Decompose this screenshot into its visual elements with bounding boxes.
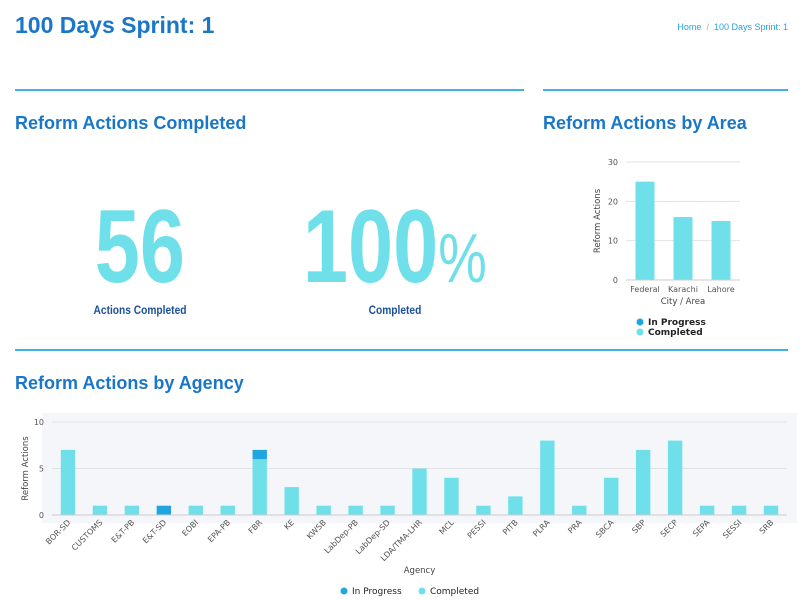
- bar-completed: [252, 459, 267, 515]
- breadcrumb: Home / 100 Days Sprint: 1: [677, 22, 788, 32]
- bar-completed: [444, 477, 459, 515]
- bar-completed: [188, 505, 203, 515]
- breadcrumb-home-link[interactable]: Home: [677, 22, 702, 32]
- x-axis-title: Agency: [404, 566, 436, 576]
- y-tick-label: 5: [39, 465, 44, 474]
- bar-completed: [316, 505, 331, 515]
- bar-completed: [699, 505, 715, 515]
- legend-marker-completed: [418, 587, 426, 595]
- stat-percent-completed: 100% Completed: [270, 195, 520, 317]
- bar-completed: [412, 468, 427, 515]
- bar-completed: [220, 505, 235, 515]
- section-title-completed: Reform Actions Completed: [15, 113, 247, 133]
- y-tick-label: 0: [39, 511, 44, 520]
- legend-label-in-progress: In Progress: [352, 587, 402, 597]
- divider-agency: [15, 349, 788, 351]
- breadcrumb-current-link[interactable]: 100 Days Sprint: 1: [713, 22, 788, 32]
- bar-completed: [731, 505, 747, 515]
- bar-completed: [636, 449, 651, 515]
- percent-completed-number: 100: [303, 189, 439, 305]
- bar-completed: [124, 505, 140, 515]
- bar-completed: [348, 505, 363, 515]
- bar-completed: [92, 505, 108, 515]
- legend-marker-in-progress: [340, 587, 348, 595]
- actions-completed-number: 56: [94, 189, 186, 305]
- bar-completed: [540, 440, 555, 515]
- bar-completed: [635, 181, 655, 280]
- bar-completed: [763, 505, 779, 515]
- legend-label-in-progress: In Progress: [648, 318, 706, 328]
- y-axis-title: Reform Actions: [593, 188, 603, 253]
- x-tick-label: CUSTOMS: [70, 518, 104, 552]
- bar-completed: [476, 505, 491, 515]
- bar-completed: [284, 487, 299, 515]
- bar-completed: [673, 217, 693, 280]
- y-axis-title: Reform Actions: [21, 436, 31, 501]
- legend-label-completed: Completed: [648, 328, 703, 338]
- y-tick-label: 30: [608, 158, 618, 167]
- percent-sign: %: [438, 219, 487, 297]
- section-title-agency: Reform Actions by Agency: [15, 373, 244, 393]
- bar-in-progress: [156, 505, 172, 515]
- bar-completed: [572, 505, 587, 515]
- legend-label-completed: Completed: [430, 587, 479, 597]
- legend-marker-in-progress: [636, 318, 644, 326]
- page-title: 100 Days Sprint: 1: [15, 12, 215, 38]
- x-tick-label: Lahore: [707, 285, 734, 294]
- x-axis-title: City / Area: [661, 297, 706, 307]
- bar-completed: [60, 449, 76, 515]
- bar-completed: [380, 505, 395, 515]
- y-tick-label: 20: [608, 197, 618, 206]
- bar-completed: [711, 221, 731, 280]
- x-tick-label: Federal: [630, 285, 660, 294]
- x-tick-label: Karachi: [668, 285, 698, 294]
- y-tick-label: 0: [613, 276, 618, 285]
- divider-completed: [15, 89, 524, 91]
- bar-completed: [667, 440, 683, 515]
- actions-completed-label: Actions Completed: [93, 303, 187, 317]
- y-tick-label: 10: [608, 237, 618, 246]
- legend-marker-completed: [636, 328, 644, 336]
- area-chart: 0 10 20 30 Reform Actions Federal Karachi Lahor…: [593, 158, 740, 338]
- y-tick-label: 10: [34, 418, 44, 427]
- bar-in-progress: [252, 449, 267, 460]
- bar-completed: [604, 477, 619, 515]
- stat-actions-completed: 56 Actions Completed: [60, 195, 220, 317]
- bar-completed: [508, 496, 523, 515]
- breadcrumb-separator: /: [706, 22, 709, 32]
- section-title-area: Reform Actions by Area: [543, 113, 747, 133]
- divider-area: [543, 89, 788, 91]
- percent-completed-label: Completed: [368, 303, 422, 317]
